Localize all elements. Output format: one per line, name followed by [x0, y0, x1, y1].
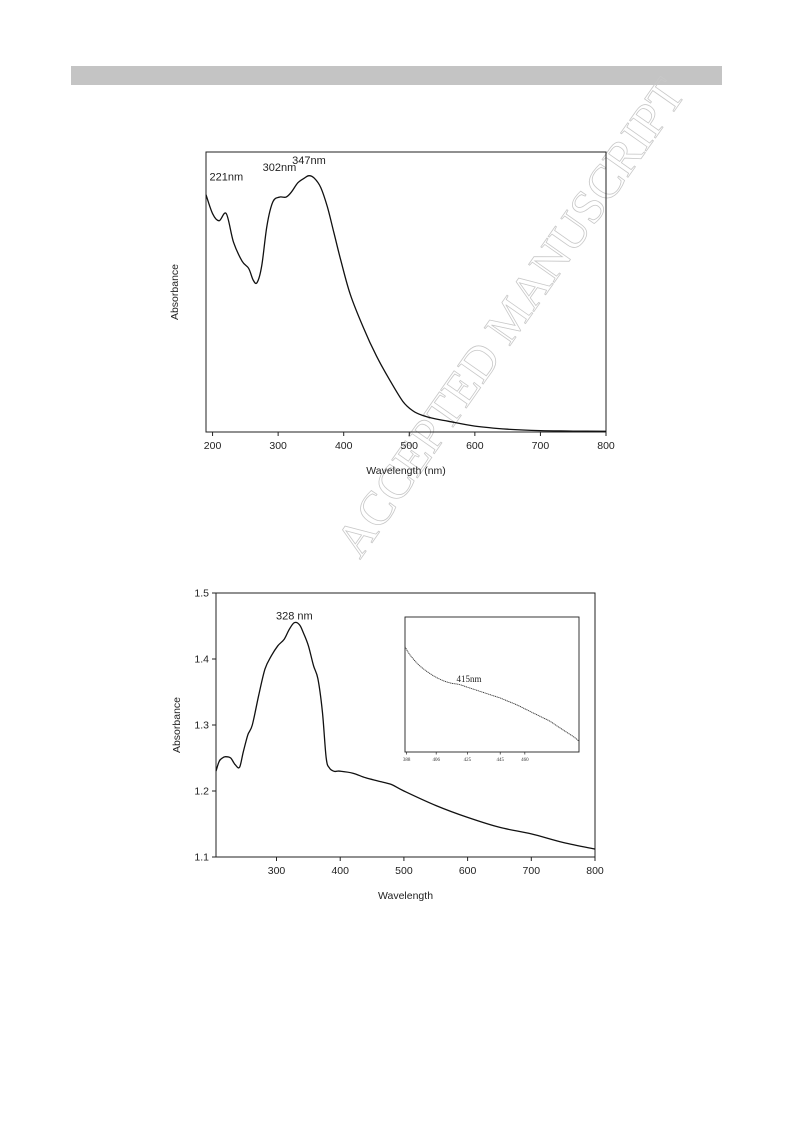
x-tick-label: 500 [395, 865, 413, 877]
inset-x-tick-label: 425 [464, 758, 472, 763]
inset-series-line [404, 646, 580, 742]
x-tick-label: 300 [269, 440, 287, 452]
x-tick-label: 800 [597, 440, 615, 452]
inset-x-tick-label: 406 [432, 758, 440, 763]
series-line [205, 175, 607, 432]
x-tick-label: 300 [268, 865, 286, 877]
inset-x-tick-label: 460 [521, 758, 529, 763]
inset-frame [404, 616, 580, 753]
y-axis-label: Absorbance [169, 264, 181, 320]
x-tick-label: 700 [523, 865, 541, 877]
x-axis-label: Wavelength (nm) [366, 465, 446, 477]
x-tick-label: 500 [401, 440, 419, 452]
y-tick-label: 1.1 [194, 852, 209, 864]
inset-x-tick-label: 388 [403, 758, 411, 763]
chart-uv-absorbance-2: 300 400 500 600 700 800 1.1 1.2 1.3 1.4 1.5 Wavelen… [171, 588, 604, 903]
x-tick-label: 400 [331, 865, 349, 877]
plot-frame [205, 151, 607, 433]
peak-label: 302nm [263, 162, 297, 174]
chart-uv-absorbance-1: 200 300 400 500 600 700 800 Wavelength (nm) Abso… [169, 151, 615, 477]
x-tick-label: 700 [532, 440, 550, 452]
y-tick-label: 1.4 [194, 654, 209, 666]
x-tick-label: 800 [586, 865, 604, 877]
x-tick-label: 400 [335, 440, 353, 452]
watermark: ACCEPTED MANUSCRIPT [326, 69, 696, 566]
inset-x-tick-label: 445 [496, 758, 504, 763]
series-line [215, 621, 596, 850]
x-axis-label: Wavelength [378, 890, 433, 902]
peak-label: 221nm [210, 171, 244, 183]
header-bar [71, 66, 722, 85]
peak-label: 328 nm [276, 610, 313, 622]
inset-peak-label: 415nm [457, 674, 482, 684]
inset-plot: 388 406 425 445 460 415nm [403, 616, 580, 763]
y-axis-label: Absorbance [171, 697, 183, 753]
x-tick-label: 600 [466, 440, 484, 452]
y-tick-label: 1.3 [194, 720, 209, 732]
x-tick-label: 200 [204, 440, 222, 452]
y-tick-label: 1.5 [194, 588, 209, 600]
x-tick-label: 600 [459, 865, 477, 877]
y-tick-label: 1.2 [194, 786, 209, 798]
peak-label: 347nm [292, 155, 326, 167]
